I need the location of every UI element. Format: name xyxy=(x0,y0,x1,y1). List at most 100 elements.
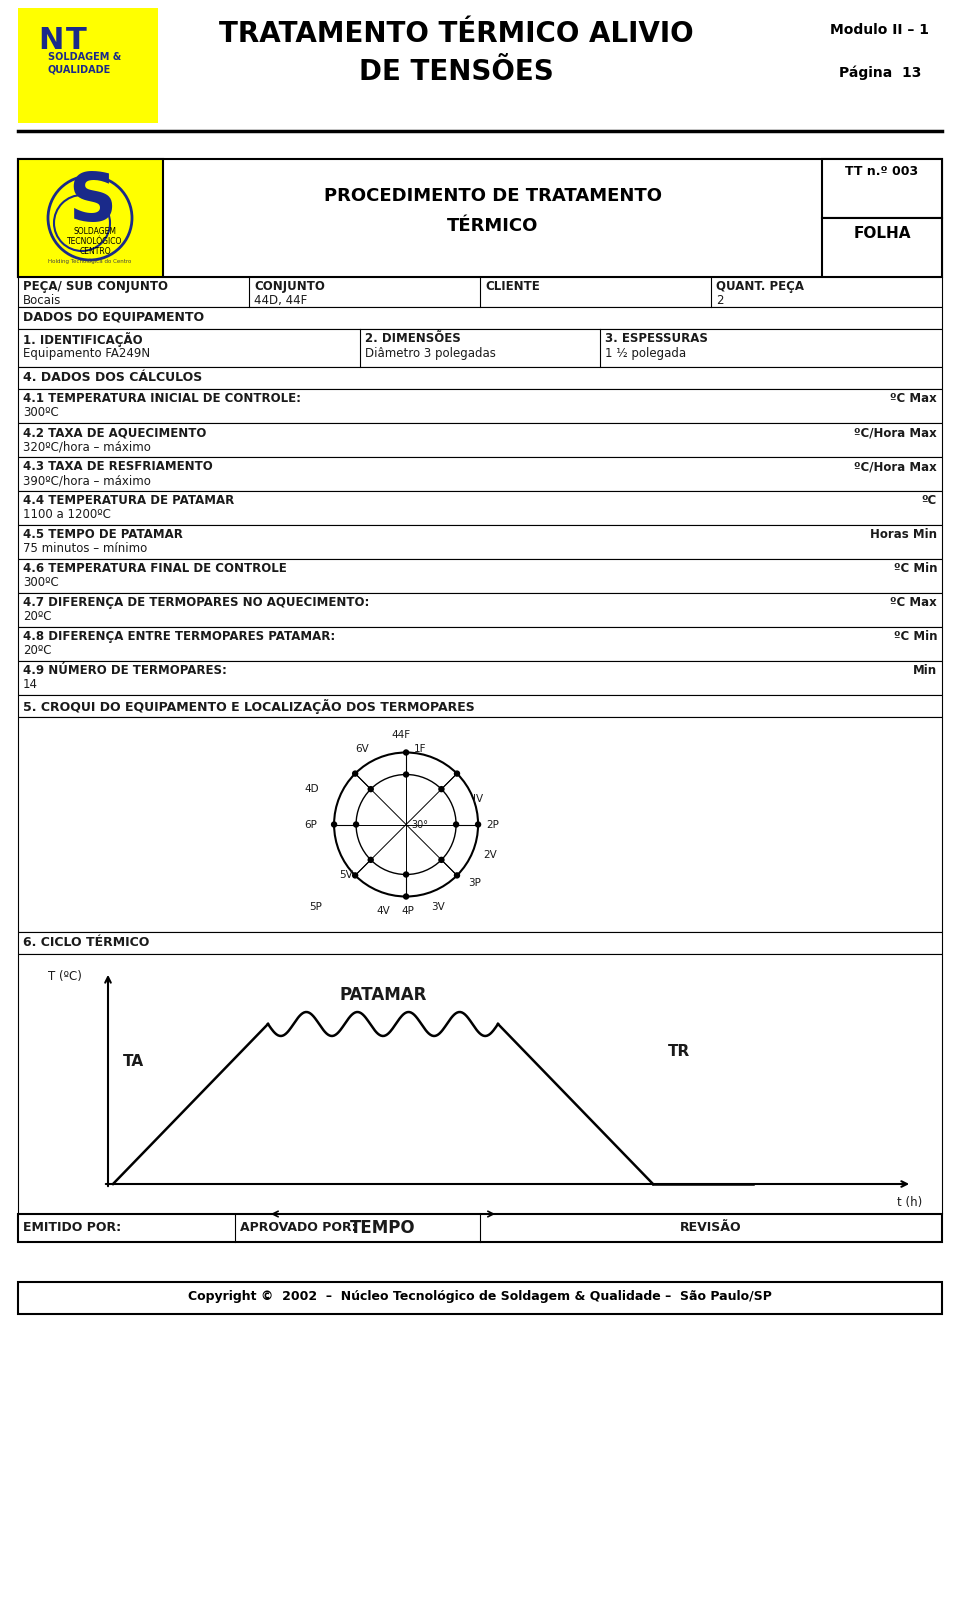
Bar xyxy=(18,695,942,718)
Text: 30°: 30° xyxy=(411,819,428,829)
Text: Horas Min: Horas Min xyxy=(870,528,937,541)
Text: QUANT. PEÇA: QUANT. PEÇA xyxy=(716,280,804,292)
Text: 3V: 3V xyxy=(431,902,444,911)
Text: PEÇA/ SUB CONJUNTO: PEÇA/ SUB CONJUNTO xyxy=(23,280,168,292)
Text: ºC Max: ºC Max xyxy=(890,393,937,406)
Text: 14: 14 xyxy=(23,679,38,692)
Circle shape xyxy=(403,750,409,755)
Circle shape xyxy=(352,771,358,776)
Circle shape xyxy=(369,858,373,863)
Text: 4.6 TEMPERATURA FINAL DE CONTROLE: 4.6 TEMPERATURA FINAL DE CONTROLE xyxy=(23,562,287,575)
Bar xyxy=(18,525,942,559)
Text: TEMPO: TEMPO xyxy=(350,1218,416,1236)
Text: 3P: 3P xyxy=(468,879,481,889)
Circle shape xyxy=(352,873,358,877)
Text: 4.3 TAXA DE RESFRIAMENTO: 4.3 TAXA DE RESFRIAMENTO xyxy=(23,461,213,473)
Bar xyxy=(822,158,942,218)
Bar xyxy=(18,276,942,307)
Text: 320ºC/hora – máximo: 320ºC/hora – máximo xyxy=(23,440,151,452)
Bar xyxy=(18,491,942,525)
Circle shape xyxy=(439,787,444,792)
Bar xyxy=(18,718,942,932)
Text: Diâmetro 3 polegadas: Diâmetro 3 polegadas xyxy=(365,347,495,360)
Text: 1F: 1F xyxy=(414,745,426,755)
Text: QUALIDADE: QUALIDADE xyxy=(48,65,111,74)
Text: 2: 2 xyxy=(716,294,724,307)
Circle shape xyxy=(475,823,481,827)
Text: 3. ESPESSURAS: 3. ESPESSURAS xyxy=(605,331,708,344)
Text: S: S xyxy=(68,170,116,234)
Text: ºC Min: ºC Min xyxy=(894,630,937,643)
Text: TR: TR xyxy=(668,1044,690,1058)
Text: 6P: 6P xyxy=(304,819,317,829)
Text: 6. CICLO TÉRMICO: 6. CICLO TÉRMICO xyxy=(23,936,150,949)
Circle shape xyxy=(403,894,409,898)
Circle shape xyxy=(453,823,459,827)
Text: ºC/Hora Max: ºC/Hora Max xyxy=(854,461,937,473)
Bar xyxy=(18,330,942,367)
Circle shape xyxy=(369,787,373,792)
Text: IV: IV xyxy=(473,793,483,803)
Text: CLIENTE: CLIENTE xyxy=(485,280,540,292)
Bar xyxy=(18,389,942,423)
Text: 4.5 TEMPO DE PATAMAR: 4.5 TEMPO DE PATAMAR xyxy=(23,528,182,541)
Text: 2. DIMENSÕES: 2. DIMENSÕES xyxy=(365,331,461,344)
Bar xyxy=(18,559,942,593)
Text: Modulo II – 1: Modulo II – 1 xyxy=(830,23,929,37)
Text: t (h): t (h) xyxy=(897,1196,923,1209)
Text: 4.1 TEMPERATURA INICIAL DE CONTROLE:: 4.1 TEMPERATURA INICIAL DE CONTROLE: xyxy=(23,393,301,406)
Text: 4.7 DIFERENÇA DE TERMOPARES NO AQUECIMENTO:: 4.7 DIFERENÇA DE TERMOPARES NO AQUECIMEN… xyxy=(23,596,370,609)
Bar xyxy=(18,423,942,457)
Text: Equipamento FA249N: Equipamento FA249N xyxy=(23,347,150,360)
Text: ºC Max: ºC Max xyxy=(890,596,937,609)
Text: PROCEDIMENTO DE TRATAMENTO: PROCEDIMENTO DE TRATAMENTO xyxy=(324,187,661,205)
Circle shape xyxy=(403,772,409,777)
Text: 1 ½ polegada: 1 ½ polegada xyxy=(605,347,686,360)
Circle shape xyxy=(331,823,337,827)
Text: TRATAMENTO TÉRMICO ALIVIO: TRATAMENTO TÉRMICO ALIVIO xyxy=(219,19,693,48)
Text: 4V: 4V xyxy=(376,907,390,916)
Bar xyxy=(18,1281,942,1314)
Text: ºC/Hora Max: ºC/Hora Max xyxy=(854,427,937,440)
Text: 20ºC: 20ºC xyxy=(23,609,52,624)
Text: TT n.º 003: TT n.º 003 xyxy=(846,165,919,178)
Text: 44F: 44F xyxy=(391,730,410,740)
Bar xyxy=(18,158,163,276)
Text: 44D, 44F: 44D, 44F xyxy=(254,294,307,307)
Text: Min: Min xyxy=(913,664,937,677)
Text: 4.4 TEMPERATURA DE PATAMAR: 4.4 TEMPERATURA DE PATAMAR xyxy=(23,494,234,507)
Text: 300ºC: 300ºC xyxy=(23,406,59,419)
Text: 4P: 4P xyxy=(401,907,414,916)
Bar xyxy=(18,367,942,389)
Bar xyxy=(18,593,942,627)
Bar xyxy=(18,953,942,1214)
Bar xyxy=(18,627,942,661)
Text: DADOS DO EQUIPAMENTO: DADOS DO EQUIPAMENTO xyxy=(23,310,204,323)
Text: 20ºC: 20ºC xyxy=(23,645,52,658)
Bar xyxy=(18,932,942,953)
Circle shape xyxy=(403,873,409,877)
Text: T: T xyxy=(66,26,86,55)
Text: 390ºC/hora – máximo: 390ºC/hora – máximo xyxy=(23,473,151,486)
Text: SOLDAGEM &: SOLDAGEM & xyxy=(48,52,121,61)
Bar xyxy=(822,218,942,276)
Text: TECNOLÓGICO: TECNOLÓGICO xyxy=(67,238,123,246)
Text: 75 minutos – mínimo: 75 minutos – mínimo xyxy=(23,541,147,554)
Bar xyxy=(18,307,942,330)
Text: 4.8 DIFERENÇA ENTRE TERMOPARES PATAMAR:: 4.8 DIFERENÇA ENTRE TERMOPARES PATAMAR: xyxy=(23,630,335,643)
Text: 4.2 TAXA DE AQUECIMENTO: 4.2 TAXA DE AQUECIMENTO xyxy=(23,427,206,440)
Bar xyxy=(18,661,942,695)
Text: 1100 a 1200ºC: 1100 a 1200ºC xyxy=(23,507,110,520)
Text: T (ºC): T (ºC) xyxy=(48,970,82,983)
Text: 4. DADOS DOS CÁLCULOS: 4. DADOS DOS CÁLCULOS xyxy=(23,372,203,385)
Text: FOLHA: FOLHA xyxy=(853,226,911,241)
Text: CENTRO: CENTRO xyxy=(79,247,110,255)
Text: 5V: 5V xyxy=(339,871,353,881)
Text: Holding Tecnológica do Centro: Holding Tecnológica do Centro xyxy=(48,259,132,265)
Bar xyxy=(18,8,158,123)
Text: 1. IDENTIFICAÇÃO: 1. IDENTIFICAÇÃO xyxy=(23,331,143,347)
Text: REVISÃO: REVISÃO xyxy=(681,1222,742,1235)
Text: SOLDAGEM: SOLDAGEM xyxy=(74,226,116,236)
Text: Página  13: Página 13 xyxy=(839,66,922,81)
Text: TÉRMICO: TÉRMICO xyxy=(446,217,539,234)
